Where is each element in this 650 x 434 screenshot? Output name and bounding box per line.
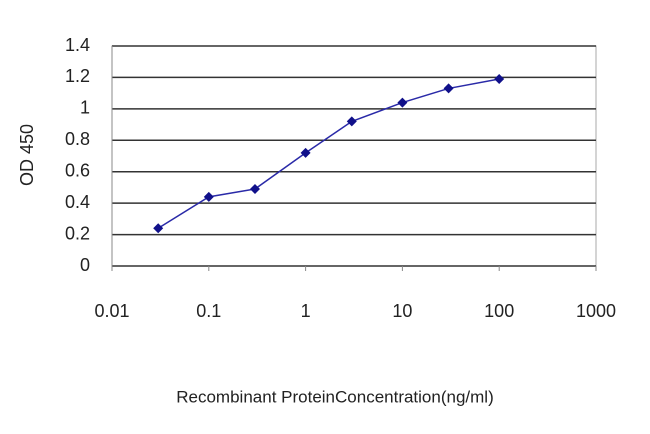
data-marker [300, 147, 311, 158]
y-axis-title: OD 450 [17, 124, 37, 186]
y-tick-label: 0.8 [65, 129, 90, 149]
y-tick-label: 1.4 [65, 35, 90, 55]
data-marker [203, 191, 214, 202]
data-marker [346, 116, 357, 127]
plot-area [111, 45, 597, 267]
x-tick-label: 1 [301, 301, 311, 321]
data-line [157, 78, 500, 229]
x-axis-title: Recombinant ProteinConcentration(ng/ml) [176, 387, 494, 406]
y-tick-label: 1.2 [65, 66, 90, 86]
x-tick-label: 0.1 [196, 301, 221, 321]
x-tick-label: 10 [392, 301, 412, 321]
x-tick-label: 0.01 [94, 301, 129, 321]
y-tick-label: 0 [80, 255, 90, 275]
data-marker [494, 74, 505, 84]
x-tick-label: 1000 [576, 301, 616, 321]
y-tick-label: 0.4 [65, 192, 90, 212]
data-marker [443, 83, 454, 94]
data-marker [397, 97, 408, 108]
data-marker [153, 223, 164, 234]
data-marker [249, 184, 260, 194]
y-tick-label: 0.2 [65, 223, 90, 243]
y-tick-label: 1 [80, 98, 90, 118]
y-tick-label: 0.6 [65, 160, 90, 180]
x-tick-label: 100 [484, 301, 514, 321]
